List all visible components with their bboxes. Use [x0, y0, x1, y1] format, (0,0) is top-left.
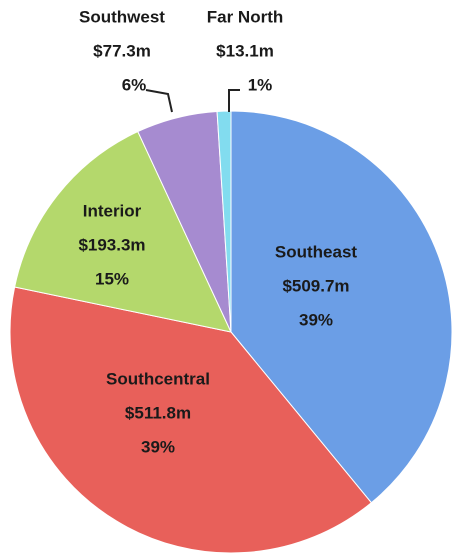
- pie-slice: [230, 110, 453, 504]
- leader-line: [228, 89, 240, 112]
- percent-label: 1%: [248, 75, 273, 94]
- slice-label: Far North: [207, 7, 284, 26]
- value-label: $511.8m: [125, 403, 191, 422]
- leader-line: [145, 89, 173, 113]
- slice-label: Southwest: [79, 7, 165, 26]
- percent-label: 39%: [141, 437, 175, 456]
- value-label: $13.1m: [216, 41, 274, 60]
- value-label: $509.7m: [282, 276, 349, 295]
- pie-slice: [14, 130, 232, 333]
- slice-label: Southeast: [275, 242, 358, 261]
- slice-label: Southcentral: [106, 369, 210, 388]
- value-label: $77.3m: [93, 41, 151, 60]
- pie-slice: [216, 110, 232, 333]
- percent-label: 39%: [299, 310, 333, 329]
- value-label: $193.3m: [78, 235, 145, 254]
- percent-label: 15%: [95, 269, 129, 288]
- pie-slice: [9, 286, 373, 554]
- percent-label: 6%: [122, 75, 147, 94]
- slice-label: Interior: [83, 201, 142, 220]
